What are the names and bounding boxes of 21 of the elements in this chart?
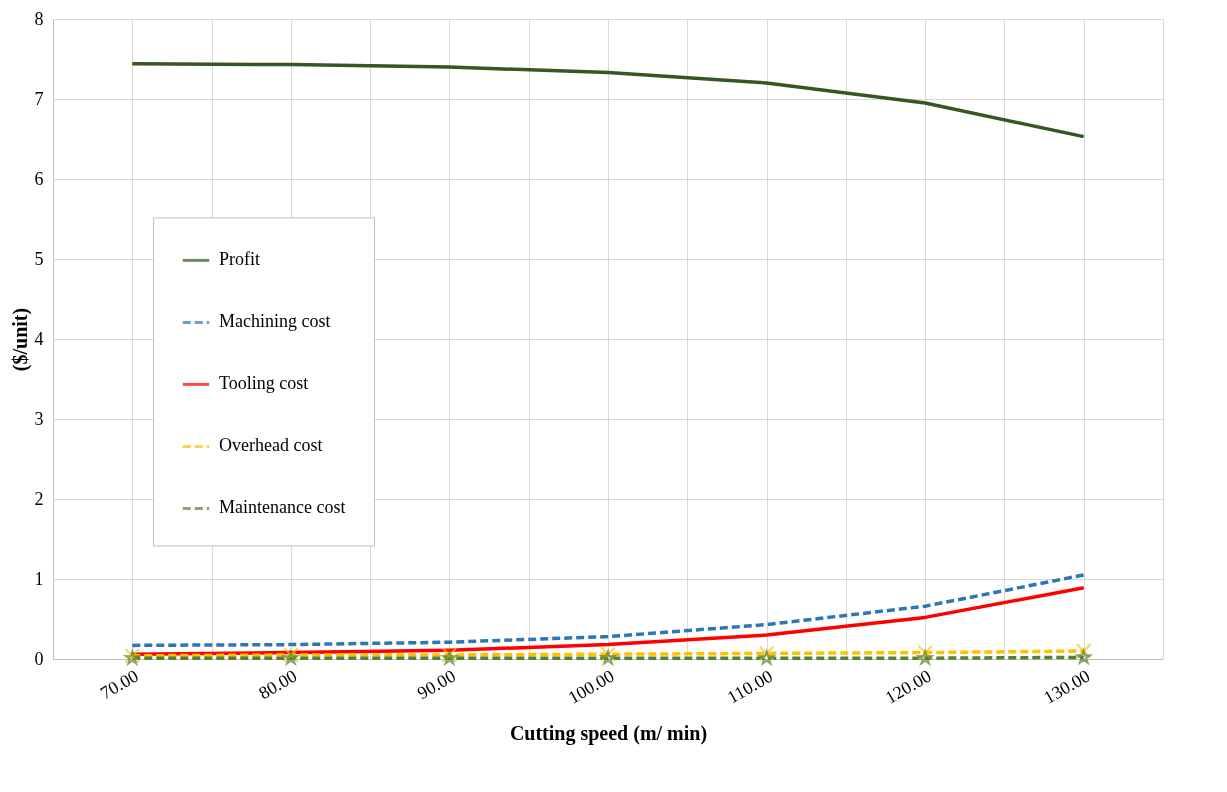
x-tick-label: 70.00 [96, 665, 142, 704]
legend-label: Overhead cost [219, 435, 323, 456]
y-tick-label: 1 [34, 568, 44, 589]
line-series [130, 62, 1086, 139]
y-tick-label: 6 [34, 168, 44, 189]
x-axis-title: Cutting speed (m/ min) [509, 721, 708, 745]
x-tick-label: 90.00 [413, 665, 459, 704]
x-tick-label: 80.00 [255, 665, 301, 704]
line-series [130, 573, 1086, 648]
y-tick-label: 3 [34, 408, 44, 429]
y-tick-label: 8 [34, 8, 44, 29]
legend-label: Tooling cost [219, 373, 309, 394]
y-tick-label: 5 [34, 248, 44, 269]
y-tick-label: 0 [34, 648, 44, 669]
y-tick-label: 4 [34, 328, 44, 349]
legend-label: Maintenance cost [219, 497, 346, 518]
legend-label: Profit [219, 249, 261, 270]
legend-label: Machining cost [219, 311, 331, 332]
y-axis-title: ($/unit) [8, 307, 32, 372]
y-tick-label: 7 [34, 88, 44, 109]
y-tick-label: 2 [34, 488, 44, 509]
